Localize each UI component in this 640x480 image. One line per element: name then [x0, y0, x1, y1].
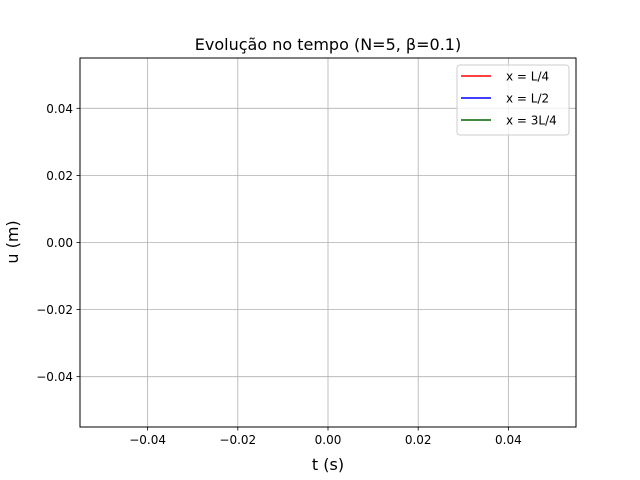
y-tick-label: 0.02: [46, 169, 73, 183]
x-axis-label: t (s): [312, 455, 344, 474]
tick-layer: −0.04 −0.02 0.00 0.02 0.04 −0.04 −0.02 0.00 0.02…: [36, 102, 522, 447]
x-tick-label: 0.04: [495, 433, 522, 447]
x-tick-label: 0.00: [315, 433, 342, 447]
x-tick-label: 0.02: [405, 433, 432, 447]
chart-title: Evolução no tempo (N=5, β=0.1): [195, 35, 461, 54]
legend-label: x = L/4: [506, 70, 549, 84]
legend: x = L/4 x = L/2 x = 3L/4: [456, 64, 570, 136]
y-tick-label: −0.02: [36, 303, 73, 317]
legend-label: x = 3L/4: [506, 114, 557, 128]
y-tick-label: 0.00: [46, 236, 73, 250]
legend-label: x = L/2: [506, 92, 549, 106]
x-tick-label: −0.04: [129, 433, 166, 447]
y-tick-label: 0.04: [46, 102, 73, 116]
y-tick-label: −0.04: [36, 370, 73, 384]
y-axis-label: u (m): [3, 220, 22, 263]
x-tick-label: −0.02: [219, 433, 256, 447]
legend-box: [456, 64, 570, 136]
